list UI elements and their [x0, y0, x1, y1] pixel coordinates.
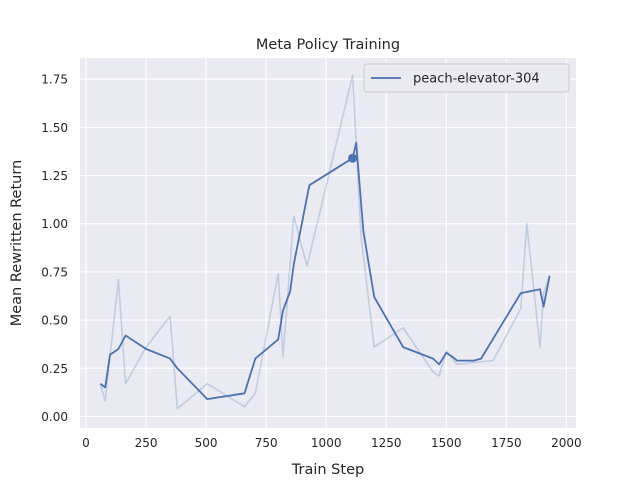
y-tick-label: 1.25 — [41, 169, 68, 183]
x-tick-label: 0 — [82, 436, 90, 450]
y-tick-label: 0.75 — [41, 265, 68, 279]
x-tick-label: 1250 — [371, 436, 402, 450]
current-marker — [348, 153, 358, 163]
x-tick-label: 750 — [255, 436, 278, 450]
legend: peach-elevator-304 — [363, 63, 570, 93]
smoothed-series — [99, 141, 551, 400]
x-tick-label: 500 — [195, 436, 218, 450]
x-ticks: 0 250 500 750 1000 1250 1500 1750 2000 — [82, 436, 581, 450]
x-axis-title: Train Step — [291, 462, 364, 478]
plot-background — [80, 58, 576, 428]
x-tick-label: 2000 — [551, 436, 582, 450]
y-axis-title: Mean Rewritten Return — [9, 160, 25, 327]
y-tick-label: 1.00 — [41, 217, 68, 231]
y-tick-label: 0.00 — [41, 410, 68, 424]
current-point — [348, 153, 358, 163]
legend-entry: peach-elevator-304 — [413, 72, 540, 87]
x-tick-label: 1500 — [431, 436, 462, 450]
x-tick-label: 1750 — [491, 436, 522, 450]
y-tick-label: 0.50 — [41, 314, 68, 328]
raw-series — [99, 74, 551, 410]
y-ticks: 0.00 0.25 0.50 0.75 1.00 1.25 1.50 1.75 — [41, 73, 68, 424]
chart-title: Meta Policy Training — [256, 37, 400, 53]
grid — [80, 58, 576, 428]
y-tick-label: 0.25 — [41, 362, 68, 376]
smoothed-series-line — [99, 141, 551, 400]
x-tick-label: 250 — [135, 436, 158, 450]
raw-series-line — [99, 74, 551, 410]
x-tick-label: 1000 — [311, 436, 342, 450]
y-tick-label: 1.75 — [41, 73, 68, 87]
legend-box — [363, 63, 570, 93]
y-tick-label: 1.50 — [41, 121, 68, 135]
